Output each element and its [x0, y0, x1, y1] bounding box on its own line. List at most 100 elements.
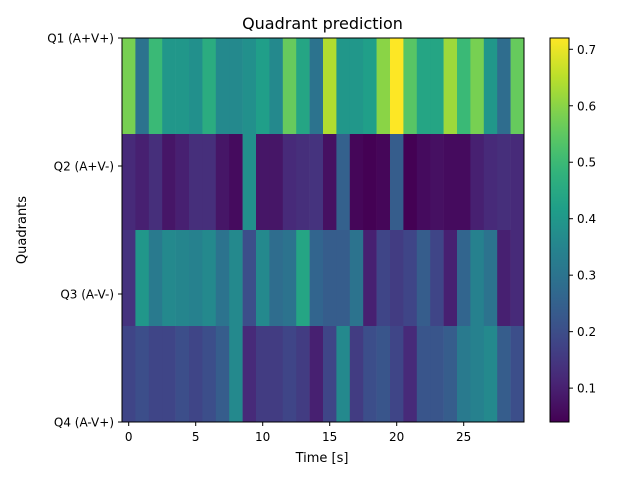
heatmap-cell	[390, 326, 404, 423]
heatmap-cell	[349, 134, 364, 231]
heatmap-cell	[323, 134, 337, 231]
colorbar-tick-label: 0.6	[577, 99, 596, 113]
heatmap-cell	[162, 326, 176, 423]
x-tick-label: 10	[255, 430, 270, 444]
heatmap-cell	[135, 230, 150, 327]
heatmap-cell	[269, 230, 284, 327]
heatmap-cell	[309, 326, 324, 423]
y-axis: Q1 (A+V+) Q2 (A+V-) Q3 (A-V-) Q4 (A-V+)	[47, 32, 122, 430]
heatmap-cell	[256, 326, 270, 423]
heatmap-cell	[282, 134, 297, 231]
heatmap-cell	[122, 326, 136, 423]
heatmap-cell	[336, 134, 351, 231]
heatmap-cell	[376, 230, 391, 327]
heatmap-cell	[376, 38, 391, 135]
heatmap-cell	[336, 230, 351, 327]
heatmap-cell	[296, 38, 310, 135]
y-tick-label: Q3 (A-V-)	[60, 288, 114, 302]
x-axis-label: Time [s]	[295, 451, 349, 466]
y-tick-label: Q1 (A+V+)	[47, 32, 114, 46]
heatmap-cell	[363, 326, 377, 423]
y-tick-label: Q4 (A-V+)	[54, 416, 114, 430]
heatmap-cell	[349, 38, 364, 135]
heatmap-cell	[510, 326, 525, 423]
heatmap-cell	[497, 134, 511, 231]
heatmap-cell	[457, 134, 471, 231]
heatmap-cell	[457, 230, 471, 327]
heatmap-cell	[309, 230, 324, 327]
heatmap-cell	[122, 230, 136, 327]
colorbar-tick-label: 0.2	[577, 325, 596, 339]
heatmap-cell	[296, 326, 310, 423]
heatmap-cell	[175, 38, 190, 135]
heatmap-cell	[296, 134, 310, 231]
heatmap-cell	[416, 230, 431, 327]
colorbar-tick-label: 0.5	[577, 156, 596, 170]
heatmap-cell	[510, 38, 525, 135]
heatmap-cell	[390, 38, 404, 135]
heatmap-cell	[483, 134, 498, 231]
heatmap-cells	[122, 38, 525, 423]
heatmap-cell	[202, 38, 217, 135]
heatmap-cell	[443, 230, 458, 327]
colorbar-tick-label: 0.7	[577, 43, 596, 57]
heatmap-cell	[135, 134, 150, 231]
heatmap-cell	[256, 230, 270, 327]
heatmap-cell	[175, 326, 190, 423]
heatmap-cell	[215, 134, 230, 231]
heatmap-cell	[162, 38, 176, 135]
heatmap-cell	[148, 326, 163, 423]
heatmap-cell	[390, 230, 404, 327]
heatmap-cell	[470, 38, 485, 135]
heatmap-cell	[457, 326, 471, 423]
heatmap-cell	[215, 230, 230, 327]
heatmap-cell	[363, 230, 377, 327]
heatmap-cell	[430, 38, 444, 135]
heatmap-cell	[470, 326, 485, 423]
chart-title: Quadrant prediction	[242, 14, 403, 33]
y-axis-label: Quadrants	[15, 196, 30, 264]
heatmap-cell	[443, 134, 458, 231]
heatmap-cell	[309, 38, 324, 135]
heatmap-cell	[269, 134, 284, 231]
heatmap-cell	[189, 326, 203, 423]
heatmap-cell	[483, 38, 498, 135]
heatmap-cell	[363, 134, 377, 231]
heatmap-cell	[309, 134, 324, 231]
heatmap-cell	[148, 230, 163, 327]
x-tick-label: 20	[389, 430, 404, 444]
heatmap-cell	[376, 134, 391, 231]
heatmap-cell	[416, 38, 431, 135]
heatmap-cell	[256, 38, 270, 135]
heatmap-cell	[215, 326, 230, 423]
heatmap-cell	[202, 326, 217, 423]
heatmap-cell	[122, 38, 136, 135]
heatmap-cell	[162, 230, 176, 327]
heatmap-cell	[282, 38, 297, 135]
x-tick-label: 25	[456, 430, 471, 444]
heatmap-cell	[430, 326, 444, 423]
heatmap-cell	[336, 38, 351, 135]
heatmap-cell	[403, 134, 418, 231]
heatmap-cell	[242, 38, 257, 135]
heatmap-cell	[282, 326, 297, 423]
heatmap-cell	[242, 134, 257, 231]
heatmap-cell	[162, 134, 176, 231]
x-tick-label: 15	[322, 430, 337, 444]
heatmap-cell	[376, 326, 391, 423]
heatmap-cell	[497, 38, 511, 135]
heatmap-cell	[336, 326, 351, 423]
heatmap-cell	[282, 230, 297, 327]
heatmap-cell	[349, 326, 364, 423]
heatmap-cell	[470, 134, 485, 231]
heatmap-cell	[363, 38, 377, 135]
heatmap-cell	[242, 326, 257, 423]
heatmap-cell	[269, 38, 284, 135]
heatmap-cell	[403, 326, 418, 423]
heatmap-cell	[189, 38, 203, 135]
heatmap-cell	[443, 38, 458, 135]
heatmap-cell	[148, 134, 163, 231]
heatmap-cell	[483, 326, 498, 423]
y-tick-label: Q2 (A+V-)	[54, 160, 114, 174]
